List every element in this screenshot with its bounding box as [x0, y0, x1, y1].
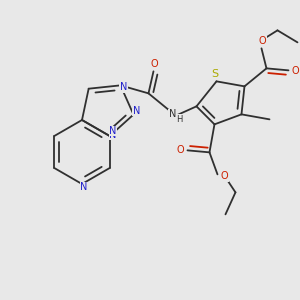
- Text: N: N: [109, 126, 116, 136]
- Text: O: O: [151, 59, 158, 69]
- Text: O: O: [221, 171, 228, 182]
- Text: O: O: [177, 146, 184, 155]
- Text: S: S: [211, 69, 218, 80]
- Text: N: N: [169, 110, 176, 119]
- Text: O: O: [292, 66, 299, 76]
- Text: H: H: [176, 115, 183, 124]
- Text: N: N: [120, 82, 127, 92]
- Text: N: N: [109, 130, 116, 140]
- Text: N: N: [133, 106, 140, 116]
- Text: O: O: [259, 36, 266, 46]
- Text: N: N: [80, 182, 88, 192]
